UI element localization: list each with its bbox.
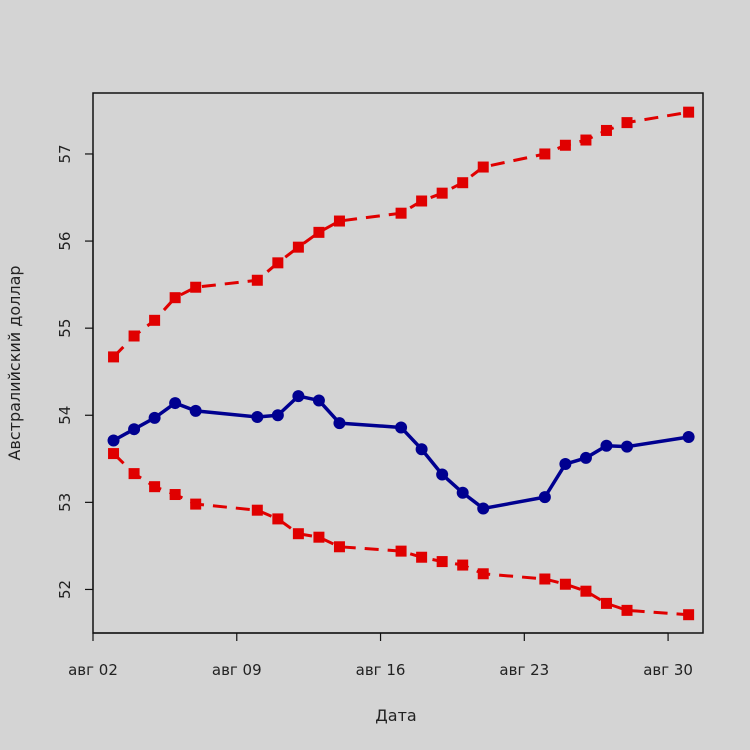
data-point bbox=[600, 124, 612, 136]
data-point bbox=[683, 609, 695, 621]
data-point bbox=[436, 556, 448, 568]
data-point bbox=[456, 486, 469, 499]
data-point bbox=[580, 134, 592, 146]
data-point bbox=[600, 597, 612, 609]
data-point bbox=[579, 451, 592, 464]
data-point bbox=[395, 207, 407, 219]
data-point bbox=[621, 604, 633, 616]
data-point bbox=[559, 578, 571, 590]
y-tick-label: 57 bbox=[56, 144, 74, 163]
data-point bbox=[190, 498, 202, 510]
data-point bbox=[436, 187, 448, 199]
data-point bbox=[395, 545, 407, 557]
data-point bbox=[169, 489, 181, 501]
data-point bbox=[312, 394, 325, 407]
data-point bbox=[682, 431, 695, 444]
y-tick-label: 54 bbox=[56, 406, 74, 425]
series-line bbox=[112, 452, 689, 617]
data-point bbox=[333, 215, 345, 227]
data-point bbox=[292, 241, 304, 253]
series-layer bbox=[107, 106, 695, 621]
data-point bbox=[149, 481, 161, 493]
data-point bbox=[539, 148, 551, 160]
data-point bbox=[333, 417, 346, 430]
data-point bbox=[683, 106, 695, 118]
x-axis: авг 02 авг 09 авг 16 авг 23 авг 30 bbox=[68, 632, 693, 679]
data-point bbox=[169, 292, 181, 304]
data-point bbox=[108, 448, 120, 460]
data-point bbox=[580, 585, 592, 597]
data-point bbox=[538, 491, 551, 504]
data-point bbox=[251, 411, 264, 423]
data-point bbox=[292, 528, 304, 540]
y-axis: 52 53 54 55 56 57 bbox=[56, 144, 94, 599]
data-point bbox=[108, 351, 120, 363]
data-point bbox=[149, 314, 161, 326]
x-tick-label: авг 02 bbox=[68, 661, 118, 679]
data-point bbox=[600, 439, 613, 452]
data-point bbox=[477, 568, 489, 580]
data-point bbox=[128, 330, 140, 342]
series-0 bbox=[108, 106, 695, 363]
y-tick-label: 56 bbox=[56, 232, 74, 251]
x-tick-label: авг 09 bbox=[212, 661, 262, 679]
data-point bbox=[477, 161, 489, 173]
data-point bbox=[190, 281, 202, 293]
data-point bbox=[292, 390, 305, 403]
data-point bbox=[621, 117, 633, 129]
x-tick-label: авг 16 bbox=[356, 661, 406, 679]
data-point bbox=[477, 502, 490, 515]
y-tick-label: 55 bbox=[56, 319, 74, 338]
data-point bbox=[313, 531, 325, 543]
data-point bbox=[559, 139, 571, 151]
x-axis-label: Дата bbox=[375, 706, 416, 725]
data-point bbox=[251, 274, 263, 286]
y-axis-label: Австралийский доллар bbox=[5, 265, 24, 460]
data-point bbox=[436, 468, 449, 481]
data-point bbox=[457, 177, 469, 189]
data-point bbox=[415, 443, 428, 456]
data-point bbox=[395, 421, 408, 434]
data-point bbox=[333, 541, 345, 553]
data-point bbox=[621, 440, 634, 453]
data-point bbox=[416, 195, 428, 207]
data-point bbox=[313, 226, 325, 238]
x-tick-label: авг 23 bbox=[499, 661, 549, 679]
series-line bbox=[112, 110, 689, 358]
data-point bbox=[272, 513, 284, 525]
y-tick-label: 52 bbox=[56, 580, 74, 599]
data-point bbox=[128, 423, 141, 436]
data-point bbox=[128, 468, 140, 480]
data-point bbox=[272, 257, 284, 269]
series-2 bbox=[108, 448, 695, 621]
data-point bbox=[457, 559, 469, 571]
data-point bbox=[559, 458, 572, 471]
data-point bbox=[148, 411, 161, 424]
data-point bbox=[416, 551, 428, 563]
data-point bbox=[251, 504, 263, 516]
y-tick-label: 53 bbox=[56, 493, 74, 512]
data-point bbox=[169, 397, 182, 410]
data-point bbox=[107, 434, 120, 447]
data-point bbox=[189, 404, 202, 417]
data-point bbox=[539, 573, 551, 585]
data-point bbox=[271, 409, 284, 422]
x-tick-label: авг 30 bbox=[643, 661, 693, 679]
series-1 bbox=[107, 390, 695, 515]
